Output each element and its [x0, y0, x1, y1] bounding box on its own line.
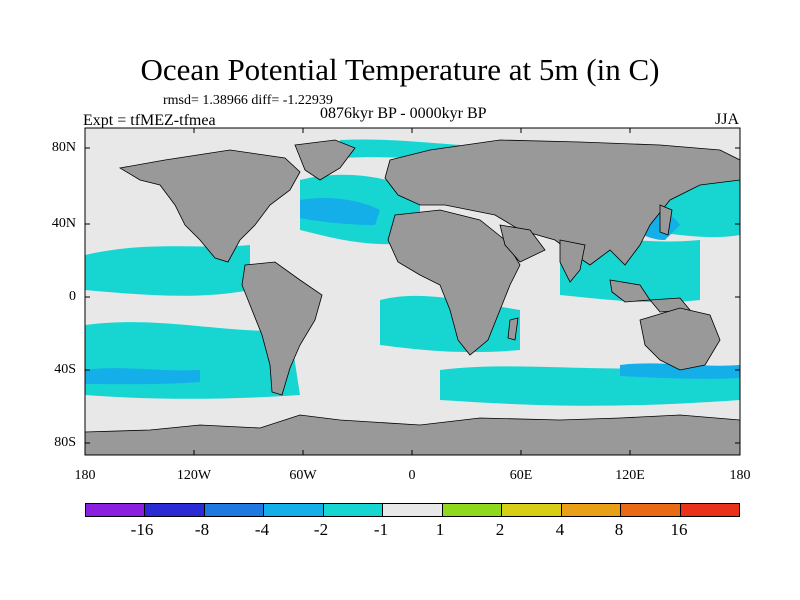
land	[85, 139, 740, 455]
colorbar-swatch	[502, 504, 562, 516]
colorbar-label: 8	[614, 520, 624, 539]
colorbar	[85, 503, 740, 517]
lon-label-180w: 180	[74, 468, 96, 483]
colorbar-swatch	[86, 504, 146, 516]
experiment-label: Expt = tfMEZ-tfmea	[83, 112, 216, 129]
colorbar-label: -16	[130, 520, 154, 539]
season-label: JJA	[715, 111, 740, 128]
colorbar-label: 2	[495, 520, 505, 539]
lon-label-60w: 60W	[289, 468, 317, 483]
colorbar-swatch	[680, 504, 739, 516]
lon-label-120w: 120W	[176, 468, 212, 483]
colorbar-label: -2	[313, 520, 329, 539]
colorbar-label: -8	[194, 520, 210, 539]
colorbar-swatch	[383, 504, 443, 516]
colorbar-swatch	[204, 504, 265, 516]
stats-label: rmsd= 1.38966 diff= -1.22939	[163, 93, 333, 108]
lat-ticks	[85, 147, 740, 444]
colorbar-label: -1	[373, 520, 389, 539]
colorbar-label: 1	[435, 520, 445, 539]
colorbar-swatch	[145, 504, 205, 516]
lon-label-60e: 60E	[509, 468, 533, 483]
period-label: 0876kyr BP - 0000kyr BP	[320, 105, 487, 122]
colorbar-swatch	[323, 504, 384, 516]
lon-label-0: 0	[408, 468, 416, 483]
lat-label-0: 0	[69, 289, 76, 304]
colorbar-swatch	[264, 504, 324, 516]
colorbar-swatch	[561, 504, 622, 516]
colorbar-swatch	[621, 504, 681, 516]
lat-label-40s: 40S	[54, 362, 76, 377]
lat-label-40n: 40N	[51, 216, 76, 231]
lon-label-120e: 120E	[615, 468, 645, 483]
colorbar-swatch	[442, 504, 503, 516]
lat-label-80s: 80S	[54, 435, 76, 450]
chart-title: Ocean Potential Temperature at 5m (in C)	[140, 52, 660, 87]
lon-label-180e: 180	[729, 468, 751, 483]
lat-label-80n: 80N	[51, 140, 76, 155]
colorbar-label: 16	[670, 520, 688, 539]
lon-ticks	[84, 128, 741, 455]
colorbar-label: -4	[254, 520, 270, 539]
colorbar-label: 4	[555, 520, 565, 539]
